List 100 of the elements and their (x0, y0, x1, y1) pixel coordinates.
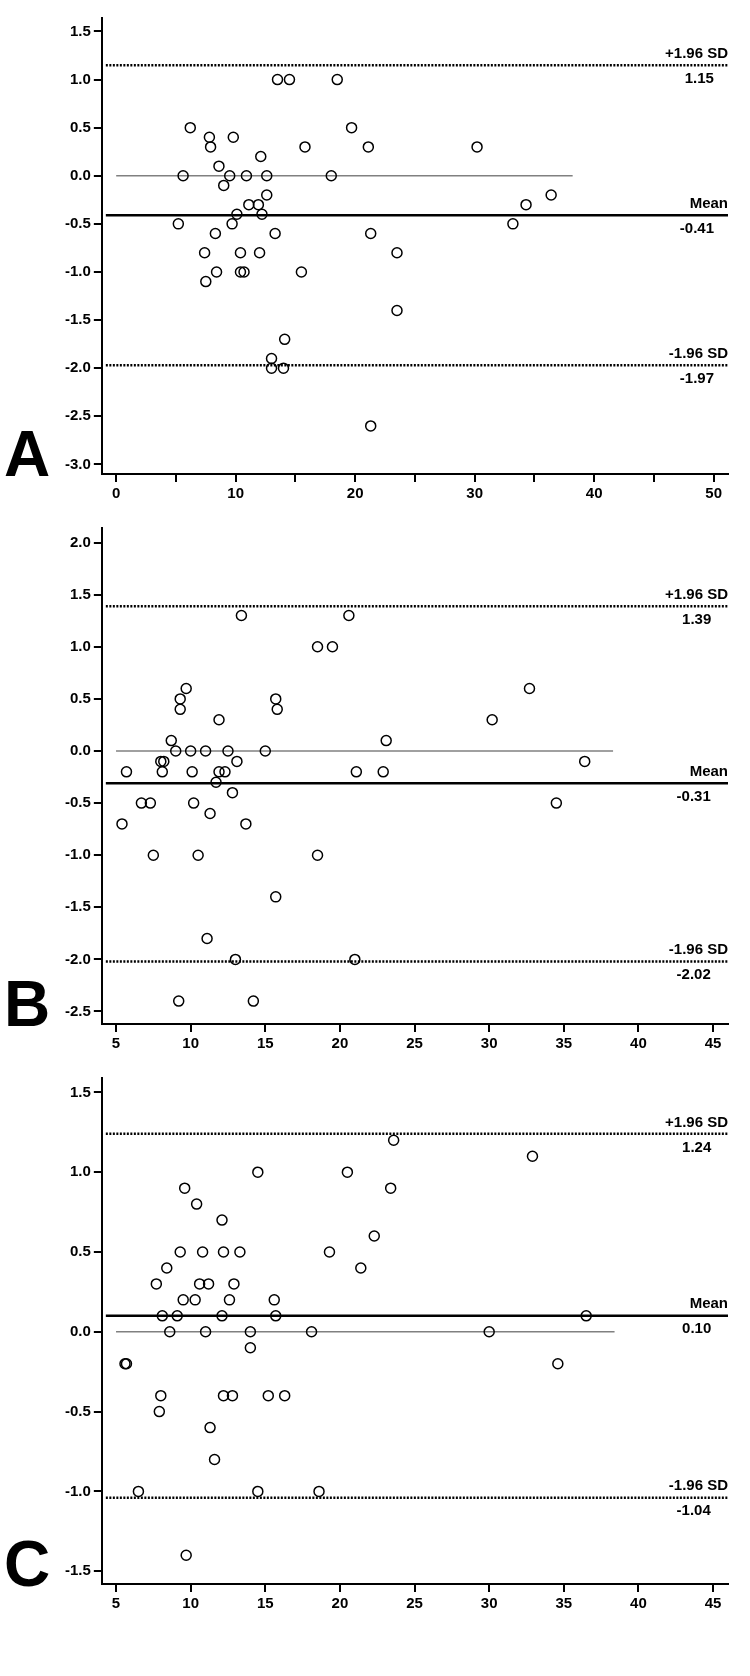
point (345, 121, 358, 134)
point (278, 333, 291, 346)
point (174, 703, 186, 716)
point (229, 953, 242, 966)
ref-line-label: +1.96 SD (665, 43, 729, 61)
annotation: 0.10 (682, 1319, 712, 1337)
point (198, 246, 211, 259)
x-tick-label: 30 (480, 1594, 498, 1612)
point (252, 198, 265, 211)
point (226, 218, 238, 230)
point (184, 745, 197, 757)
point (269, 891, 282, 903)
point (305, 1326, 318, 1338)
point (234, 266, 247, 278)
point (235, 609, 248, 622)
y-tick-label: -0.5 (64, 793, 91, 811)
ref-line-label: -1.96 SD (668, 940, 729, 958)
x-tick-label: 40 (630, 1594, 647, 1612)
x-tick-label: 10 (227, 484, 245, 502)
y-tick-label: 0.5 (69, 1242, 91, 1260)
x-tick-label: 10 (182, 1594, 199, 1612)
point (486, 713, 498, 726)
point (253, 246, 266, 259)
y-tick-label: -3.0 (64, 454, 91, 472)
point (204, 141, 217, 153)
point (377, 766, 389, 778)
point (520, 198, 532, 211)
point (283, 73, 296, 86)
x-tick-label: 40 (630, 1034, 647, 1052)
point (116, 818, 128, 830)
point (271, 703, 283, 716)
point (228, 1278, 240, 1290)
point (278, 1389, 291, 1402)
point (192, 849, 204, 861)
y-tick-label: 1.5 (69, 584, 91, 602)
point (161, 1262, 173, 1274)
y-tick-label: 1.0 (69, 69, 91, 87)
annotation: 1.24 (682, 1137, 712, 1155)
x-tick-label: 20 (331, 1594, 349, 1612)
point (203, 131, 216, 144)
point (213, 766, 225, 778)
point (313, 1485, 325, 1498)
y-tick-label: 1.0 (69, 636, 91, 654)
point (261, 170, 273, 182)
annotation: -0.31 (676, 786, 711, 804)
point (271, 73, 284, 86)
point (391, 246, 403, 259)
point (268, 1294, 280, 1306)
point (234, 1246, 246, 1258)
point (343, 609, 355, 622)
point (391, 304, 403, 317)
point (550, 797, 563, 809)
point (153, 1405, 166, 1418)
point (247, 995, 260, 1007)
annotation: -1.04 (676, 1501, 712, 1519)
point (172, 995, 185, 1007)
point (227, 131, 240, 144)
point (552, 1357, 564, 1370)
point (165, 734, 177, 747)
point (226, 786, 239, 799)
point (177, 1294, 189, 1306)
y-tick-label: 1.5 (69, 21, 91, 39)
point (244, 1342, 257, 1354)
x-tick-label: 45 (704, 1594, 722, 1612)
annotation: 1.15 (684, 68, 714, 86)
point (380, 734, 392, 747)
point (265, 352, 278, 365)
x-tick-label: 20 (331, 1034, 349, 1052)
point (223, 170, 236, 182)
ref-line-label: Mean (689, 193, 728, 211)
x-tick-label: 0 (112, 484, 121, 502)
point (387, 1134, 400, 1146)
point (231, 208, 243, 220)
point (323, 1246, 336, 1258)
ref-line-label: Mean (689, 1294, 728, 1312)
point (120, 766, 133, 778)
y-tick-label: 0.0 (69, 741, 91, 759)
y-tick-label: -1.0 (64, 845, 91, 863)
point (180, 682, 192, 695)
point (217, 179, 230, 192)
point (204, 1421, 216, 1434)
point (523, 682, 536, 695)
point (216, 1310, 228, 1322)
point (269, 693, 282, 705)
y-tick-label: 0.5 (69, 117, 91, 135)
point (311, 849, 324, 861)
point (507, 218, 519, 230)
point (256, 208, 268, 220)
y-tick-label: -1.5 (64, 897, 91, 915)
point (364, 227, 377, 240)
point (147, 849, 160, 861)
point (240, 170, 253, 182)
point (178, 1182, 191, 1194)
point (240, 818, 252, 830)
point (193, 1278, 206, 1290)
point (234, 246, 247, 259)
annotation: -1.97 (679, 368, 715, 386)
point (362, 141, 375, 153)
point (261, 189, 273, 201)
point (135, 797, 148, 809)
